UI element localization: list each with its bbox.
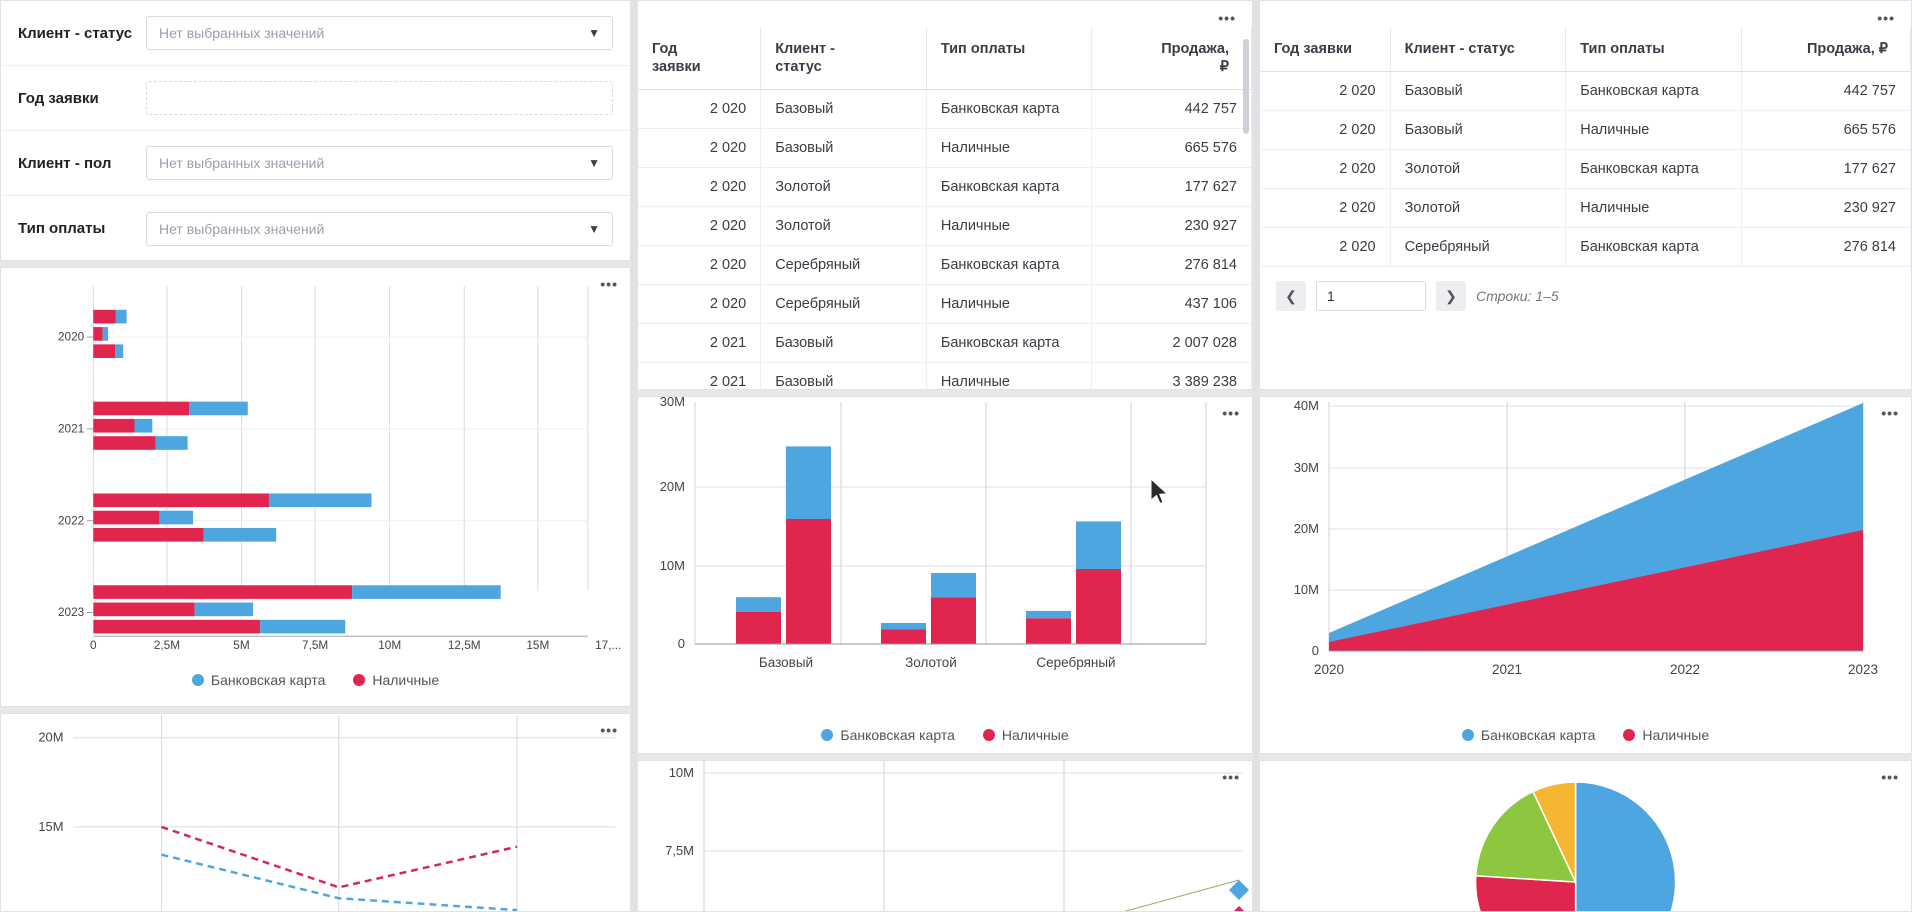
svg-text:Серебряный: Серебряный [1036, 655, 1115, 670]
svg-text:17,...: 17,... [595, 638, 621, 652]
svg-text:40M: 40M [1294, 398, 1319, 413]
svg-text:5M: 5M [233, 638, 249, 652]
svg-text:Золотой: Золотой [905, 655, 957, 670]
svg-text:2023: 2023 [1848, 662, 1878, 677]
svg-text:0: 0 [1312, 643, 1319, 658]
svg-text:10M: 10M [660, 558, 685, 573]
svg-text:10M: 10M [669, 765, 694, 780]
svg-text:30M: 30M [1294, 460, 1319, 475]
svg-text:2023: 2023 [58, 605, 85, 619]
svg-text:10M: 10M [38, 908, 63, 912]
svg-text:10M: 10M [1294, 582, 1319, 597]
svg-text:7,5M: 7,5M [302, 638, 328, 652]
svg-text:2020: 2020 [1314, 662, 1344, 677]
svg-text:0: 0 [90, 638, 97, 652]
svg-text:12,5M: 12,5M [448, 638, 481, 652]
svg-text:15M: 15M [38, 819, 63, 834]
svg-text:2,5M: 2,5M [154, 638, 180, 652]
svg-text:7,5M: 7,5M [665, 843, 694, 858]
svg-text:30M: 30M [660, 397, 685, 409]
svg-text:2020: 2020 [58, 330, 85, 344]
svg-text:0: 0 [678, 636, 685, 651]
svg-text:2021: 2021 [1492, 662, 1522, 677]
svg-text:20M: 20M [660, 479, 685, 494]
svg-text:20M: 20M [38, 730, 63, 745]
svg-text:2021: 2021 [58, 422, 84, 436]
svg-text:15M: 15M [526, 638, 549, 652]
svg-text:20M: 20M [1294, 521, 1319, 536]
svg-text:2022: 2022 [1670, 662, 1700, 677]
svg-text:10M: 10M [378, 638, 401, 652]
svg-text:Базовый: Базовый [759, 655, 813, 670]
svg-text:2022: 2022 [58, 513, 84, 527]
